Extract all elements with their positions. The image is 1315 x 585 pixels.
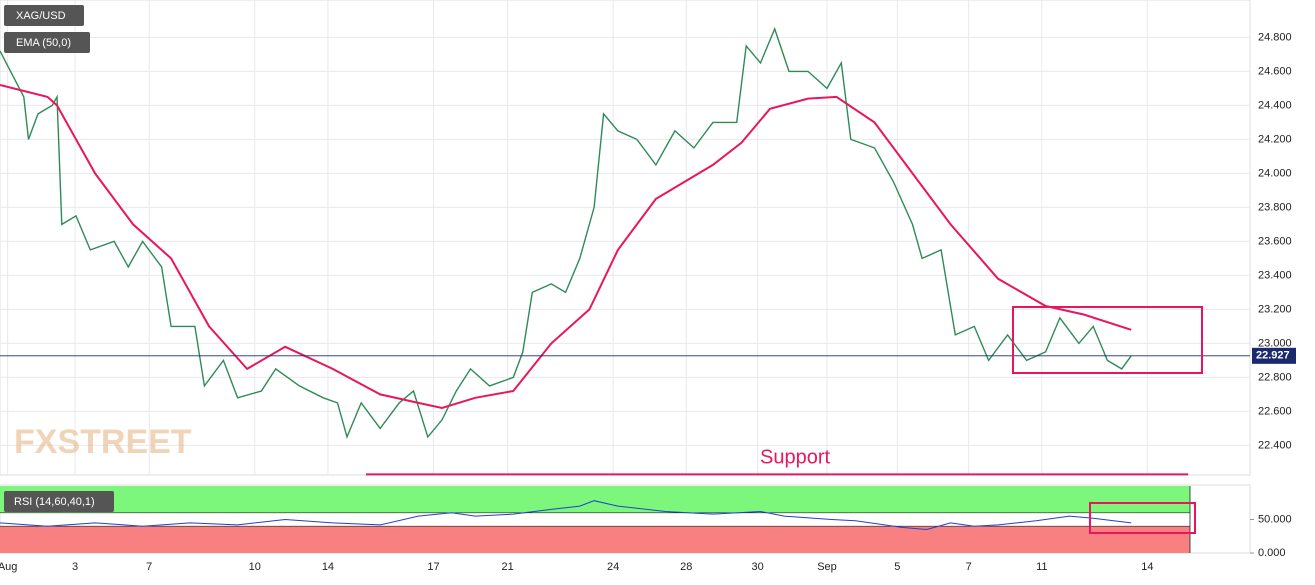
y-tick-label: 22.600 [1258,405,1292,417]
x-tick-label: 11 [1036,561,1047,573]
y-tick-label: 0.000 [1258,547,1286,559]
x-tick-label: 5 [894,561,900,573]
x-tick-label: 14 [322,561,334,573]
y-tick-label: 50.000 [1258,513,1292,525]
y-tick-label: 24.400 [1258,99,1292,111]
label-box [4,5,84,26]
y-tick-label: 23.000 [1258,337,1292,349]
y-tick-label: 23.200 [1258,303,1292,315]
y-tick-label: 23.800 [1258,201,1292,213]
x-tick-label: 24 [607,561,619,573]
y-tick-label: 24.000 [1258,167,1292,179]
y-tick-label: 24.200 [1258,133,1292,145]
x-tick-label: 17 [427,561,439,573]
watermark: FXSTREET [14,423,192,461]
x-tick-label: 7 [146,561,152,573]
y-tick-label: 23.600 [1258,235,1292,247]
ema-label: EMA (50,0) [16,37,71,49]
rsi-box [1089,502,1196,534]
series-line [0,26,1132,440]
rsi-label: RSI (14,60,40,1) [14,496,95,508]
y-tick-label: 23.400 [1258,269,1292,281]
x-tick-label: 30 [751,561,763,573]
range-box [1012,306,1203,374]
x-tick-label: 3 [72,561,78,573]
x-tick-label: 14 [1141,561,1153,573]
y-tick-label: 24.800 [1258,31,1292,43]
symbol-label: XAG/USD [16,10,66,22]
y-tick-label: 24.600 [1258,65,1292,77]
label-box [4,491,114,512]
rsi-zone [0,486,1190,513]
label-box [4,32,90,53]
price-tag-label: 22.927 [1256,350,1290,362]
price-tag [1252,347,1296,364]
x-tick-label: Sep [817,561,837,573]
x-tick-label: 21 [501,561,513,573]
x-tick-label: 10 [249,561,261,573]
x-tick-label: Aug [0,561,17,573]
x-tick-label: 28 [680,561,692,573]
x-tick-label: 7 [966,561,972,573]
support-label: Support [760,447,830,469]
y-tick-label: 22.400 [1258,439,1292,451]
series-line [0,84,1132,410]
y-tick-label: 22.800 [1258,371,1292,383]
series-line [0,500,1132,531]
rsi-zone [0,526,1190,553]
